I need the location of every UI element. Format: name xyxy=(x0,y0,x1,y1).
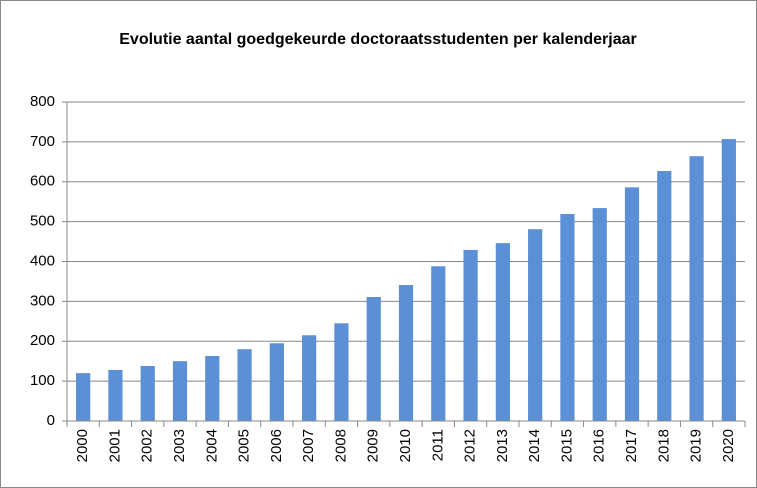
x-tick-label: 2017 xyxy=(623,429,640,462)
x-tick-label: 2010 xyxy=(397,429,414,462)
x-tick-label: 2003 xyxy=(171,429,188,462)
x-tick-label: 2013 xyxy=(494,429,511,462)
y-tick-label: 800 xyxy=(30,93,55,110)
x-tick-label: 2006 xyxy=(268,429,285,462)
x-tick-label: 2011 xyxy=(429,429,446,461)
bar xyxy=(172,361,188,421)
bar xyxy=(560,214,575,421)
bar xyxy=(592,208,607,421)
bar xyxy=(657,170,672,421)
x-tick-label: 2007 xyxy=(300,429,317,462)
y-tick-label: 700 xyxy=(30,133,55,150)
bar xyxy=(237,349,252,421)
y-tick-label: 200 xyxy=(30,332,55,349)
bar xyxy=(302,335,317,421)
y-tick-label: 100 xyxy=(30,372,55,389)
y-tick-label: 400 xyxy=(30,252,55,269)
x-tick-label: 2018 xyxy=(655,429,672,462)
bar xyxy=(269,343,284,421)
bar xyxy=(334,323,349,421)
x-tick-label: 2009 xyxy=(365,429,382,462)
bar xyxy=(495,243,510,421)
bar xyxy=(721,139,736,422)
x-tick-label: 2008 xyxy=(332,429,349,462)
bar xyxy=(431,266,446,421)
x-tick-label: 2019 xyxy=(688,429,705,462)
x-tick-label: 2012 xyxy=(462,429,479,462)
bar xyxy=(689,156,704,422)
bar xyxy=(76,373,91,421)
x-tick-label: 2020 xyxy=(720,429,737,462)
bar xyxy=(108,369,123,421)
x-tick-label: 2001 xyxy=(106,429,123,462)
x-tick-label: 2016 xyxy=(591,429,608,462)
y-tick-label: 500 xyxy=(30,213,55,230)
x-tick-label: 2015 xyxy=(558,429,575,462)
y-tick-label: 0 xyxy=(47,412,55,429)
bar xyxy=(398,285,414,421)
y-tick-label: 600 xyxy=(30,173,55,190)
bar xyxy=(528,229,543,421)
bar xyxy=(205,356,220,421)
bar xyxy=(366,296,381,421)
bar xyxy=(140,365,155,421)
x-tick-label: 2005 xyxy=(236,429,253,462)
x-tick-label: 2014 xyxy=(526,429,543,462)
x-tick-label: 2000 xyxy=(74,429,91,462)
y-tick-label: 300 xyxy=(30,292,55,309)
bar xyxy=(463,249,478,421)
x-tick-label: 2002 xyxy=(139,429,156,462)
chart-title: Evolutie aantal goedgekeurde doctoraatss… xyxy=(119,31,637,48)
x-tick-label: 2004 xyxy=(203,429,220,462)
bar xyxy=(624,187,640,421)
